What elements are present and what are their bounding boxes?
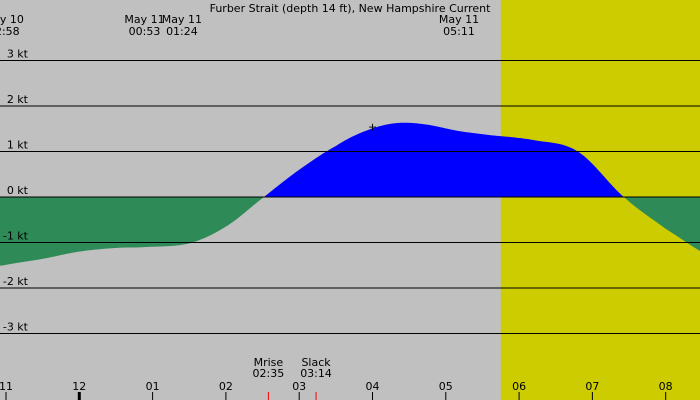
y-tick-label: 0 kt — [7, 184, 29, 197]
event-name-label: Slack — [301, 356, 331, 369]
chart-title: Furber Strait (depth 14 ft), New Hampshi… — [210, 2, 491, 15]
hour-tick-label: 05 — [439, 380, 453, 393]
y-tick-label: 3 kt — [7, 48, 29, 61]
y-tick-label: -1 kt — [3, 230, 29, 243]
event-time-label: 01:24 — [166, 25, 198, 38]
y-tick-label: -2 kt — [3, 275, 29, 288]
event-time-label: 03:14 — [300, 367, 332, 380]
peak-marker: + — [368, 120, 377, 133]
event-time-label: 22:58 — [0, 25, 20, 38]
hour-tick-label: 06 — [512, 380, 526, 393]
event-date-label: May 11 — [162, 13, 202, 26]
gridline-layer — [0, 60, 700, 334]
hour-tick-label: 12 — [72, 380, 86, 393]
marker-layer: + — [368, 120, 377, 133]
y-tick-label: 2 kt — [7, 93, 29, 106]
y-tick-label: -3 kt — [3, 321, 29, 334]
current-area-layer — [0, 122, 700, 266]
hour-tick-label: 11 — [0, 380, 13, 393]
hour-tick-label: 08 — [659, 380, 673, 393]
event-date-label: May 11 — [439, 13, 479, 26]
hour-tick-label: 03 — [292, 380, 306, 393]
y-tick-label-layer: 3 kt 2 kt 1 kt 0 kt -1 kt -2 kt -3 kt — [3, 48, 29, 334]
event-date-label: May 10 — [0, 13, 24, 26]
flood-current-area — [0, 122, 700, 197]
event-time-label: 05:11 — [443, 25, 475, 38]
event-time-label: 02:35 — [253, 367, 285, 380]
ebb-current-area — [0, 197, 700, 266]
event-bottom-label-layer: Mrise02:35Slack03:14Slack09:14Mset13:58S… — [253, 356, 332, 400]
hour-tick-label: 04 — [365, 380, 379, 393]
event-name-label: Mrise — [254, 356, 284, 369]
hour-tick-label: 07 — [585, 380, 599, 393]
event-time-label: 00:53 — [129, 25, 161, 38]
x-axis-layer: 1112010203040506070809101112010203040506… — [0, 380, 673, 400]
y-tick-label: 1 kt — [7, 139, 29, 152]
hour-tick-label: 02 — [219, 380, 233, 393]
hour-tick-label: 01 — [146, 380, 160, 393]
event-date-label: May 11 — [124, 13, 164, 26]
